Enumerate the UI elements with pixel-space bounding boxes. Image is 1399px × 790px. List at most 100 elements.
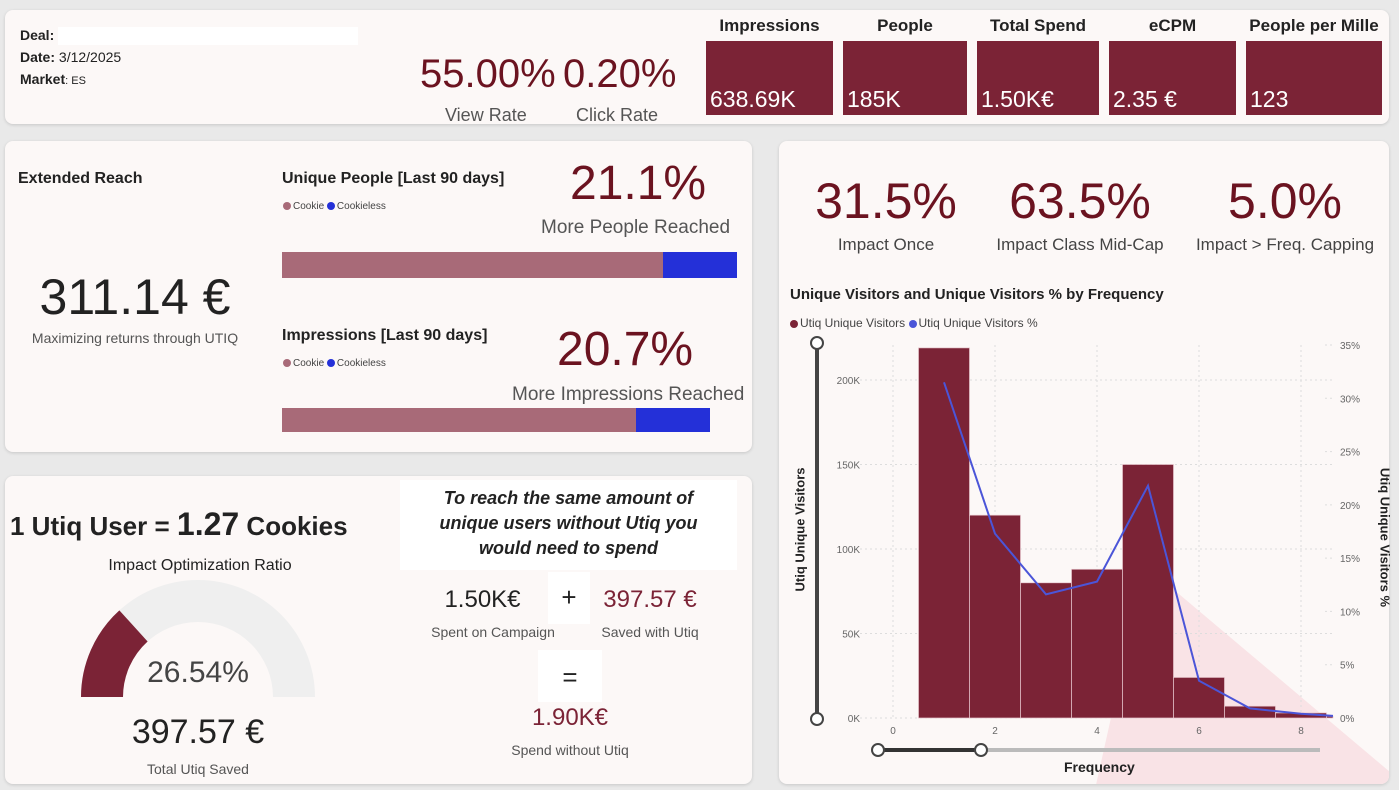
kpi-people-value: 185K [843, 41, 967, 115]
impact-freq-value: 5.0% [1228, 173, 1342, 229]
impact-midcap-value: 63.5% [1009, 173, 1151, 229]
people-bar [282, 252, 737, 278]
kpi-spend-label: Total Spend [989, 16, 1086, 35]
x-tick-label: 8 [1298, 726, 1304, 737]
extended-reach-subtitle: Maximizing returns through UTIQ [31, 330, 239, 346]
kpi-ppm-value: 123 [1246, 41, 1382, 115]
people-cookieless-segment [662, 252, 737, 278]
kpi-spend-value: 1.50K€ [977, 41, 1099, 115]
legend-visitors-pct[interactable]: Utiq Unique Visitors % [918, 316, 1038, 330]
impressions-cookieless-segment [636, 408, 710, 432]
deal-label: Deal: [20, 27, 55, 43]
histogram-bar [1224, 705, 1276, 719]
histogram-bar [969, 514, 1021, 719]
legend-cookieless: Cookieless [336, 358, 386, 369]
spend-without-utiq-value: 1.90K€ [531, 704, 609, 731]
impact-freq-label: Impact > Freq. Capping [1195, 235, 1375, 254]
x-tick-label: 2 [992, 726, 998, 737]
impressions-pct-label: More Impressions Reached [512, 384, 745, 405]
date-value: 3/12/2025 [58, 49, 122, 65]
y2-tick-label: 15% [1340, 554, 1360, 565]
extended-reach-card [5, 141, 752, 452]
people-pct: 21.1% [570, 157, 707, 210]
chart-legend: Utiq Unique Visitors Utiq Unique Visitor… [790, 316, 1038, 330]
saved-with-utiq-label: Saved with Utiq [601, 624, 699, 640]
legend-cookie: Cookie [293, 201, 325, 212]
unique-people-legend: Cookie Cookieless [283, 201, 386, 212]
y2-tick-label: 0% [1340, 714, 1355, 725]
gauge-title: Impact Optimization Ratio [108, 557, 292, 574]
kpi-impressions-label: Impressions [719, 16, 820, 35]
y-tick-label: 150K [837, 461, 861, 472]
legend-cookie: Cookie [293, 358, 325, 369]
x-tick-label: 4 [1094, 726, 1100, 737]
x-range-slider-handle[interactable] [871, 743, 885, 757]
deal-info: Deal: Date: 3/12/2025 Market: ES [20, 24, 359, 92]
plus-sign: + [548, 572, 590, 624]
impact-midcap-label: Impact Class Mid-Cap [996, 235, 1164, 254]
gauge-fill [81, 610, 148, 697]
spend-without-utiq-label: Spend without Utiq [511, 742, 629, 758]
utiq-user-ratio: 1 Utiq User = 1.27 Cookies [10, 506, 348, 543]
y-range-slider-handle[interactable] [810, 712, 824, 726]
equals-sign: = [538, 650, 602, 702]
kpi-ppm-label: People per Mille [1249, 16, 1379, 35]
total-saved-label: Total Utiq Saved [147, 761, 249, 777]
x-range-slider-handle[interactable] [974, 743, 988, 757]
gauge-track [81, 580, 315, 697]
date-label: Date: [20, 49, 56, 65]
kpi-people-label: People [877, 16, 933, 35]
y-tick-label: 50K [842, 630, 860, 641]
extended-reach-value: 311.14 € [39, 269, 231, 325]
x-axis-label: Frequency [1064, 759, 1135, 775]
gauge-value: 26.54% [147, 656, 249, 689]
impressions-cookie-segment [282, 408, 637, 432]
total-saved-value: 397.57 € [131, 713, 265, 751]
y-tick-label: 100K [837, 545, 861, 556]
campaign-spend-label: Spent on Campaign [431, 624, 555, 640]
extended-reach-title: Extended Reach [18, 170, 143, 187]
chart-title: Unique Visitors and Unique Visitors % by… [790, 286, 1164, 303]
market-value: : ES [65, 75, 86, 87]
impressions-title: Impressions [Last 90 days] [282, 327, 488, 344]
y2-tick-label: 35% [1340, 341, 1360, 352]
histogram-bar [1173, 677, 1225, 719]
ratio-prefix: 1 Utiq User = [10, 511, 170, 541]
ratio-value: 1.27 [176, 506, 240, 542]
deal-value [58, 27, 359, 46]
y-range-slider-handle[interactable] [810, 336, 824, 350]
legend-visitors[interactable]: Utiq Unique Visitors [800, 316, 906, 330]
histogram-bar [1071, 568, 1123, 719]
y-tick-label: 200K [837, 376, 861, 387]
kpi-ecpm-label: eCPM [1148, 16, 1197, 35]
people-cookie-segment [282, 252, 663, 278]
y2-tick-label: 25% [1340, 448, 1360, 459]
x-tick-label: 0 [890, 726, 896, 737]
kpi-impressions-value: 638.69K [706, 41, 833, 115]
x-tick-label: 6 [1196, 726, 1202, 737]
histogram-bar [1122, 464, 1174, 719]
impressions-pct: 20.7% [557, 323, 694, 376]
campaign-spend-value: 1.50K€ [444, 586, 521, 613]
ratio-suffix: Cookies [246, 511, 348, 541]
y-tick-label: 0K [848, 714, 861, 725]
impressions-legend: Cookie Cookieless [283, 358, 386, 369]
impact-once-value: 31.5% [815, 173, 957, 229]
spend-headline: To reach the same amount of unique users… [400, 480, 737, 570]
y2-tick-label: 20% [1340, 501, 1360, 512]
view-rate-label: View Rate [445, 105, 527, 125]
gauge [81, 580, 315, 697]
y2-tick-label: 5% [1340, 661, 1355, 672]
histogram-bar [1020, 582, 1072, 719]
impressions-bar [282, 408, 710, 432]
impact-once-label: Impact Once [837, 235, 935, 254]
histogram-bar [918, 347, 970, 719]
market-label: Market [20, 71, 66, 87]
y2-tick-label: 10% [1340, 607, 1360, 618]
legend-cookieless: Cookieless [336, 201, 386, 212]
kpi-ecpm-value: 2.35 € [1109, 41, 1236, 115]
people-pct-label: More People Reached [541, 217, 731, 238]
click-rate-value: 0.20% [563, 52, 677, 96]
percentage-line [943, 381, 1334, 717]
